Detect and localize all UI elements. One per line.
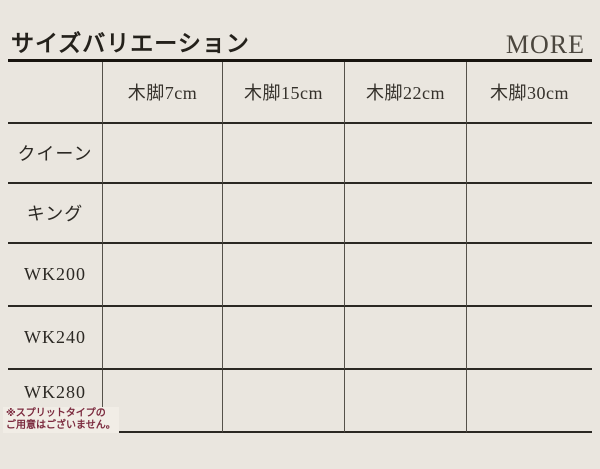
size-cell xyxy=(223,184,345,244)
split-type-note-line1: ※スプリットタイプの xyxy=(6,408,106,419)
size-cell xyxy=(345,184,467,244)
corner-cell xyxy=(8,62,103,124)
size-cell xyxy=(345,124,467,184)
size-cell xyxy=(103,244,223,307)
column-header-leg-15cm: 木脚15cm xyxy=(223,62,345,124)
size-cell xyxy=(223,244,345,307)
row-label-queen: クイーン xyxy=(8,124,103,184)
size-cell xyxy=(223,124,345,184)
row-label-wk240: WK240 xyxy=(8,307,103,370)
more-link[interactable]: MORE xyxy=(505,30,585,59)
size-cell xyxy=(103,370,223,433)
size-cell xyxy=(345,370,467,433)
split-type-note: ※スプリットタイプの ご用意はございません。 xyxy=(3,407,119,433)
size-cell xyxy=(345,244,467,307)
row-label-wk200: WK200 xyxy=(8,244,103,307)
header-rule xyxy=(8,59,592,62)
size-cell xyxy=(467,244,592,307)
row-label-king: キング xyxy=(8,184,103,244)
section-title: サイズバリエーション xyxy=(11,31,250,56)
size-cell xyxy=(467,307,592,370)
size-cell xyxy=(103,307,223,370)
size-cell xyxy=(467,124,592,184)
size-cell xyxy=(223,307,345,370)
size-cell xyxy=(103,184,223,244)
column-header-leg-22cm: 木脚22cm xyxy=(345,62,467,124)
size-cell xyxy=(223,370,345,433)
size-cell xyxy=(345,307,467,370)
size-cell xyxy=(103,124,223,184)
column-header-leg-7cm: 木脚7cm xyxy=(103,62,223,124)
column-header-leg-30cm: 木脚30cm xyxy=(467,62,592,124)
size-cell xyxy=(467,370,592,433)
split-type-note-line2: ご用意はございません。 xyxy=(6,419,116,431)
size-variation-table: 木脚7cm 木脚15cm 木脚22cm 木脚30cm クイーン キング WK20… xyxy=(3,62,592,433)
size-cell xyxy=(467,184,592,244)
